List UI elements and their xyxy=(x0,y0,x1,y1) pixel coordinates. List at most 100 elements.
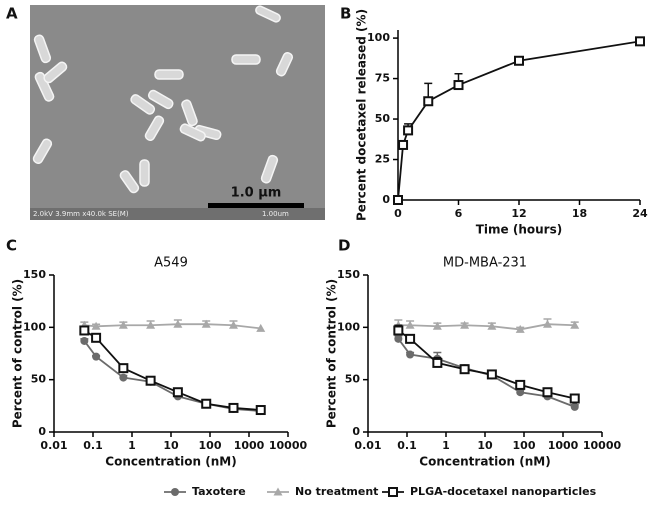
x-tick-label: 10000 xyxy=(269,439,308,452)
panel-label: D xyxy=(338,237,350,255)
legend-label: Taxotere xyxy=(192,485,246,498)
x-tick-label: 10 xyxy=(163,439,179,452)
data-point xyxy=(118,320,128,329)
x-tick-label: 1000 xyxy=(548,439,579,452)
data-point xyxy=(570,320,580,329)
data-point xyxy=(228,402,239,413)
x-tick-label: 100 xyxy=(199,439,222,452)
y-tick-label: 50 xyxy=(345,373,361,386)
x-tick-label: 10000 xyxy=(583,439,622,452)
data-point xyxy=(119,373,128,382)
y-axis-label: Percent of control (%) xyxy=(325,279,339,428)
panel-label: A xyxy=(6,5,18,23)
data-point xyxy=(405,333,416,344)
data-point xyxy=(514,55,524,66)
legend-marker xyxy=(273,487,283,496)
data-point xyxy=(146,320,156,329)
y-tick-label: 75 xyxy=(375,72,390,85)
data-point xyxy=(423,96,434,107)
data-point xyxy=(486,369,497,380)
legend-label: PLGA-docetaxel nanoparticles xyxy=(410,485,597,498)
panel-label: B xyxy=(340,5,351,23)
sem-info: 2.0kV 3.9mm x40.0k SE(M) xyxy=(33,210,129,218)
data-point xyxy=(228,320,238,329)
data-point xyxy=(118,363,129,374)
data-point xyxy=(405,320,415,329)
x-tick-label: 0.1 xyxy=(397,439,417,452)
data-point xyxy=(256,323,266,332)
sem-image xyxy=(30,5,325,220)
sem-scale: 1.00um xyxy=(262,210,289,218)
data-point xyxy=(459,364,470,375)
x-axis-label: Time (hours) xyxy=(476,223,562,237)
x-tick-label: 1 xyxy=(442,439,450,452)
data-point xyxy=(201,398,212,409)
legend-marker xyxy=(388,487,398,497)
data-point xyxy=(394,334,403,343)
y-tick-label: 100 xyxy=(337,320,360,333)
data-point xyxy=(255,405,266,416)
x-tick-label: 12 xyxy=(511,207,526,220)
data-point xyxy=(79,325,90,336)
x-tick-label: 1000 xyxy=(234,439,265,452)
legend-label: No treatment xyxy=(295,485,378,498)
series-line xyxy=(398,323,575,331)
panel-label: C xyxy=(6,237,17,255)
data-point xyxy=(91,332,102,343)
data-point xyxy=(432,321,442,330)
data-point xyxy=(570,402,579,411)
x-tick-label: 1 xyxy=(128,439,136,452)
data-point xyxy=(516,388,525,397)
data-point xyxy=(432,357,443,368)
data-point xyxy=(172,387,183,398)
x-tick-label: 0.1 xyxy=(83,439,103,452)
x-tick-label: 100 xyxy=(513,439,536,452)
data-point xyxy=(460,320,470,329)
y-tick-label: 150 xyxy=(337,268,360,281)
data-point xyxy=(406,350,415,359)
x-tick-label: 0.01 xyxy=(40,439,67,452)
data-point xyxy=(542,319,552,328)
y-tick-label: 50 xyxy=(31,373,47,386)
data-point xyxy=(542,387,553,398)
data-point xyxy=(91,321,101,330)
y-tick-label: 25 xyxy=(375,153,390,166)
data-point xyxy=(92,352,101,361)
series-line xyxy=(84,323,261,330)
y-axis-label: Percent docetaxel released (%) xyxy=(355,9,369,221)
series-line xyxy=(83,340,261,412)
legend: Taxotere No treatment PLGA-docetaxel nanop… xyxy=(164,485,597,498)
x-axis-label: Concentration (nM) xyxy=(105,455,236,469)
data-point xyxy=(635,36,645,47)
data-point xyxy=(487,321,497,330)
series-line xyxy=(83,329,261,411)
x-tick-label: 24 xyxy=(632,207,648,220)
x-axis-label: Concentration (nM) xyxy=(419,455,550,469)
data-point xyxy=(393,325,404,336)
y-tick-label: 100 xyxy=(23,320,46,333)
y-tick-label: 150 xyxy=(23,268,46,281)
data-point xyxy=(393,195,403,205)
data-point xyxy=(201,319,211,328)
data-point xyxy=(398,139,409,150)
x-tick-label: 6 xyxy=(455,207,463,220)
x-tick-label: 10 xyxy=(477,439,493,452)
scale-bar-label: 1.0 µm xyxy=(231,186,282,201)
y-tick-label: 0 xyxy=(382,193,390,206)
x-tick-label: 18 xyxy=(572,207,587,220)
data-point xyxy=(515,379,526,390)
data-point xyxy=(403,125,414,136)
data-point xyxy=(80,336,89,345)
x-tick-label: 0.01 xyxy=(354,439,381,452)
y-axis-label: Percent of control (%) xyxy=(11,279,25,428)
y-tick-label: 100 xyxy=(367,31,390,44)
data-point xyxy=(453,80,464,91)
data-point xyxy=(173,319,183,328)
data-point xyxy=(145,375,156,386)
chart-title: MD-MBA-231 xyxy=(443,256,527,271)
legend-marker xyxy=(171,488,179,496)
data-point xyxy=(515,324,525,333)
x-tick-label: 0 xyxy=(394,207,402,220)
